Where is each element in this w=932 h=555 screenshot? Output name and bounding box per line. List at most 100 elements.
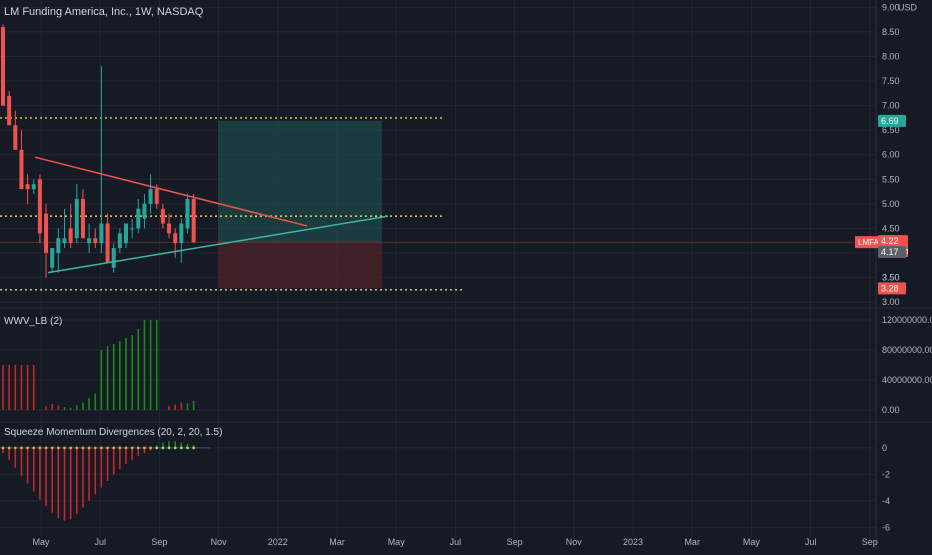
- candle-body: [173, 233, 178, 244]
- squeeze-dot: [63, 446, 66, 450]
- x-tick-label: Nov: [566, 537, 583, 547]
- candle-body: [154, 189, 159, 204]
- price-tick-label: 5.50: [882, 174, 900, 184]
- squeeze-dot: [20, 446, 23, 450]
- squeeze-dot: [13, 446, 17, 450]
- candle-body: [185, 198, 190, 229]
- candle-body: [7, 95, 12, 126]
- candle-body: [179, 223, 184, 244]
- candle-body: [136, 208, 141, 229]
- squeeze-dot: [44, 446, 48, 450]
- stop-price-tag: [878, 282, 906, 295]
- candle-body: [37, 179, 42, 234]
- x-tick-label: Sep: [862, 537, 878, 547]
- target-price-tag: [878, 114, 906, 127]
- candle-body: [93, 238, 98, 244]
- candle-body: [105, 223, 110, 263]
- squeeze-tick-label: -2: [882, 469, 890, 479]
- squeeze-dot: [112, 446, 116, 450]
- candle-body: [111, 248, 116, 268]
- wwv-tick-label: 40000000.00: [882, 375, 932, 385]
- target-price-tag-text: 6.69: [881, 116, 899, 126]
- x-tick-label: Sep: [151, 537, 167, 547]
- squeeze-dot: [161, 446, 165, 450]
- squeeze-dot: [179, 446, 183, 450]
- support-trendline: [47, 215, 389, 274]
- candle-body: [44, 213, 49, 253]
- squeeze-tick-label: 0: [882, 443, 887, 453]
- candle-body: [148, 189, 153, 204]
- candle-body: [68, 228, 73, 244]
- stop-price-tag-text: 3.28: [881, 283, 899, 293]
- squeeze-dot: [192, 446, 196, 450]
- squeeze-dot: [100, 446, 103, 450]
- stop-zone: [218, 242, 382, 289]
- squeeze-tick-label: -6: [882, 522, 890, 532]
- x-tick-label: 2023: [623, 537, 643, 547]
- x-tick-label: Sep: [507, 537, 523, 547]
- price-tick-label: 6.50: [882, 125, 900, 135]
- price-tick-label: 7.50: [882, 76, 900, 86]
- squeeze-panel-title: Squeeze Momentum Divergences (20, 2, 20,…: [4, 427, 223, 438]
- price-tick-label: 3.50: [882, 273, 900, 283]
- price-tick-label: 5.00: [882, 199, 900, 209]
- x-tick-label: May: [32, 537, 50, 547]
- x-tick-label: May: [388, 537, 406, 547]
- candle-body: [19, 149, 24, 190]
- candle-body: [74, 198, 79, 239]
- candle-body: [124, 223, 128, 244]
- price-tick-label: 6.00: [882, 150, 900, 160]
- resistance-trendline: [34, 156, 308, 227]
- x-tick-label: Nov: [211, 537, 228, 547]
- currency-label: USD: [898, 2, 918, 12]
- squeeze-dot: [124, 446, 128, 450]
- symbol-tag-text: LMFA: [858, 238, 880, 247]
- squeeze-dot: [75, 446, 79, 450]
- candle-body: [25, 184, 30, 190]
- squeeze-dot: [167, 446, 171, 450]
- grey-price-tag-text: 4.17: [881, 247, 899, 257]
- squeeze-dot: [26, 446, 29, 450]
- candle-body: [117, 233, 122, 249]
- squeeze-dot: [136, 446, 140, 450]
- x-tick-label: 2022: [268, 537, 288, 547]
- candle-body: [167, 223, 172, 234]
- symbol-tag: [855, 236, 881, 249]
- candle-body: [1, 27, 5, 106]
- squeeze-dot: [149, 446, 153, 450]
- squeeze-dot: [173, 446, 177, 450]
- current-price-tag-text: 4.22: [881, 236, 899, 246]
- price-tick-label: 3.00: [882, 297, 900, 307]
- candle-body: [31, 184, 36, 190]
- squeeze-dot: [1, 446, 5, 450]
- x-tick-label: May: [743, 537, 761, 547]
- candle-body: [13, 125, 18, 150]
- candle-body: [80, 198, 85, 239]
- candle-body: [160, 208, 165, 224]
- price-tick-label: 8.00: [882, 51, 900, 61]
- chart-title: LM Funding America, Inc., 1W, NASDAQ: [4, 6, 204, 18]
- squeeze-dot: [50, 446, 54, 450]
- squeeze-dot: [56, 446, 60, 450]
- candle-body: [56, 238, 61, 253]
- squeeze-dot: [38, 446, 42, 450]
- candle-body: [87, 238, 92, 244]
- x-tick-label: Jul: [805, 537, 817, 547]
- wwv-tick-label: 80000000.00: [882, 345, 932, 355]
- candle-body: [50, 248, 55, 268]
- price-tick-label: 7.00: [882, 101, 900, 111]
- squeeze-tick-label: -4: [882, 496, 890, 506]
- squeeze-dot: [93, 446, 97, 450]
- squeeze-dot: [186, 446, 189, 450]
- wwv-panel-title: WWV_LB (2): [4, 316, 63, 327]
- squeeze-dot: [81, 446, 85, 450]
- squeeze-dot: [87, 446, 91, 450]
- wwv-tick-label: 0.00: [882, 405, 900, 415]
- squeeze-dot: [155, 446, 159, 450]
- price-tick-label: 9.00: [882, 2, 900, 12]
- candle-body: [130, 228, 135, 230]
- squeeze-dot: [143, 446, 146, 450]
